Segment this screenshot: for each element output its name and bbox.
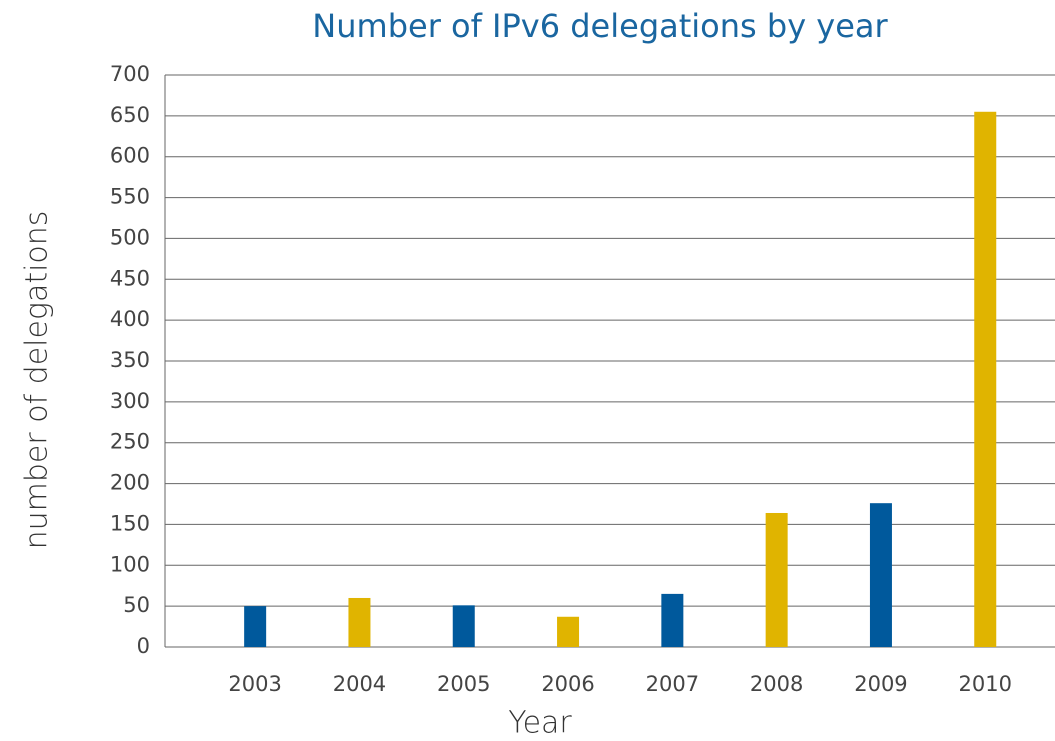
y-tick-label: 700 [110,62,150,86]
y-tick-label: 650 [110,103,150,127]
bar [557,616,580,647]
y-tick-label: 600 [110,144,150,168]
x-tick-label: 2010 [959,672,1012,696]
y-tick-label: 350 [110,348,150,372]
x-tick-label: 2003 [228,672,281,696]
y-tick-label: 50 [123,593,150,617]
x-tick-label: 2007 [646,672,699,696]
x-tick-label: 2004 [333,672,386,696]
x-tick-label: 2008 [750,672,803,696]
bar [244,606,267,647]
bar [765,512,788,647]
y-tick-label: 300 [110,389,150,413]
x-tick-label: 2005 [437,672,490,696]
y-axis-title: number of delegations [20,211,55,550]
y-tick-label: 100 [110,552,150,576]
y-tick-label: 0 [137,634,150,658]
x-tick-label: 2006 [541,672,594,696]
y-tick-label: 550 [110,185,150,209]
y-tick-label: 450 [110,266,150,290]
y-tick-label: 200 [110,471,150,495]
bar [452,605,475,647]
bar [974,111,997,648]
bar [869,503,892,647]
x-axis-title: Year [508,706,572,741]
bar [348,597,371,647]
y-tick-label: 400 [110,307,150,331]
chart-title: Number of IPv6 delegations by year [312,7,888,45]
x-tick-label: 2009 [854,672,907,696]
bar [661,593,684,647]
y-tick-label: 500 [110,225,150,249]
y-tick-label: 150 [110,511,150,535]
y-tick-label: 250 [110,430,150,454]
